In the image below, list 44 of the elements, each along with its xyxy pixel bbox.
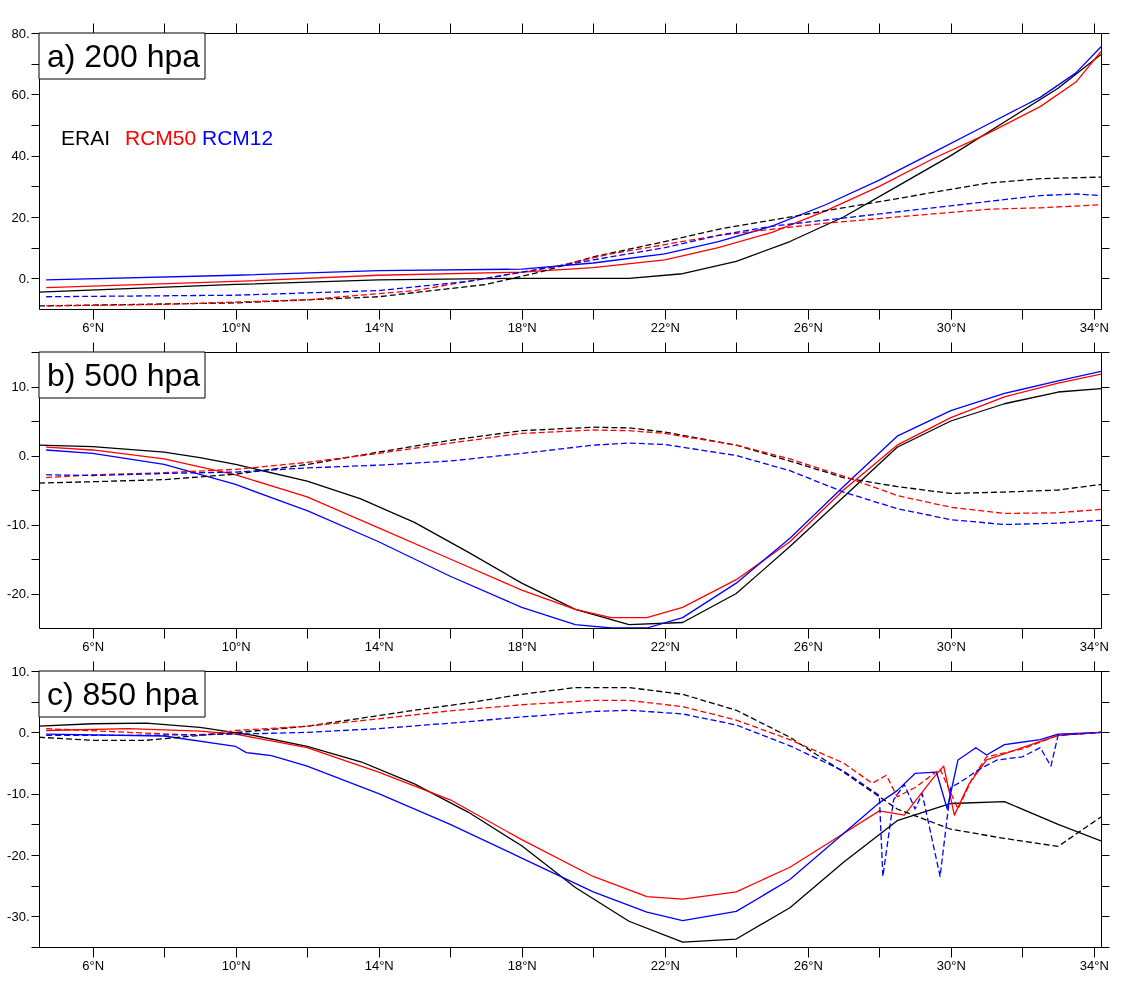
x-tick-label: 26°N (793, 957, 823, 973)
y-tick-label: -20. (7, 847, 30, 863)
x-tick-label: 26°N (793, 319, 823, 335)
x-tick-label: 30°N (936, 957, 966, 973)
x-tick-label: 34°N (1079, 957, 1109, 973)
text: RCM12 (202, 126, 274, 149)
x-tick-label: 22°N (650, 319, 680, 335)
y-tick-label: 0. (18, 270, 30, 286)
chart-title: a) 200 hpa (47, 38, 201, 74)
x-tick-label: 18°N (507, 638, 537, 654)
x-tick-label: 30°N (936, 319, 966, 335)
y-tick-label: 20. (11, 209, 30, 225)
y-tick-label: 60. (11, 86, 30, 102)
x-tick-label: 18°N (507, 957, 537, 973)
x-tick-label: 14°N (364, 638, 394, 654)
x-tick-label: 10°N (221, 638, 251, 654)
x-tick-label: 34°N (1079, 319, 1109, 335)
x-tick-label: 22°N (650, 638, 680, 654)
y-tick-label: -10. (7, 786, 30, 802)
y-tick-label: 0. (18, 448, 30, 463)
chart-title: c) 850 hpa (47, 676, 199, 712)
y-tick-label: 10. (11, 663, 30, 679)
y-tick-label: 10. (11, 379, 30, 394)
text: ERAI (61, 126, 111, 149)
y-tick-label: -30. (7, 908, 30, 924)
x-tick-label: 10°N (221, 957, 251, 973)
y-tick-label: -10. (7, 517, 30, 532)
x-tick-label: 10°N (221, 319, 251, 335)
x-tick-label: 6°N (82, 638, 105, 654)
x-tick-label: 26°N (793, 638, 823, 654)
x-tick-label: 22°N (650, 957, 680, 973)
y-tick-label: -20. (7, 586, 30, 601)
x-tick-label: 14°N (364, 319, 394, 335)
x-tick-label: 30°N (936, 638, 966, 654)
y-tick-label: 80. (11, 25, 30, 41)
text: RCM50 (125, 126, 197, 149)
x-tick-label: 6°N (82, 319, 105, 335)
x-tick-label: 6°N (82, 957, 105, 973)
x-tick-label: 34°N (1079, 638, 1109, 654)
y-tick-label: 40. (11, 148, 30, 164)
y-tick-label: 0. (18, 724, 30, 740)
chart-title: b) 500 hpa (47, 357, 201, 393)
x-tick-label: 18°N (507, 319, 537, 335)
x-tick-label: 14°N (364, 957, 394, 973)
